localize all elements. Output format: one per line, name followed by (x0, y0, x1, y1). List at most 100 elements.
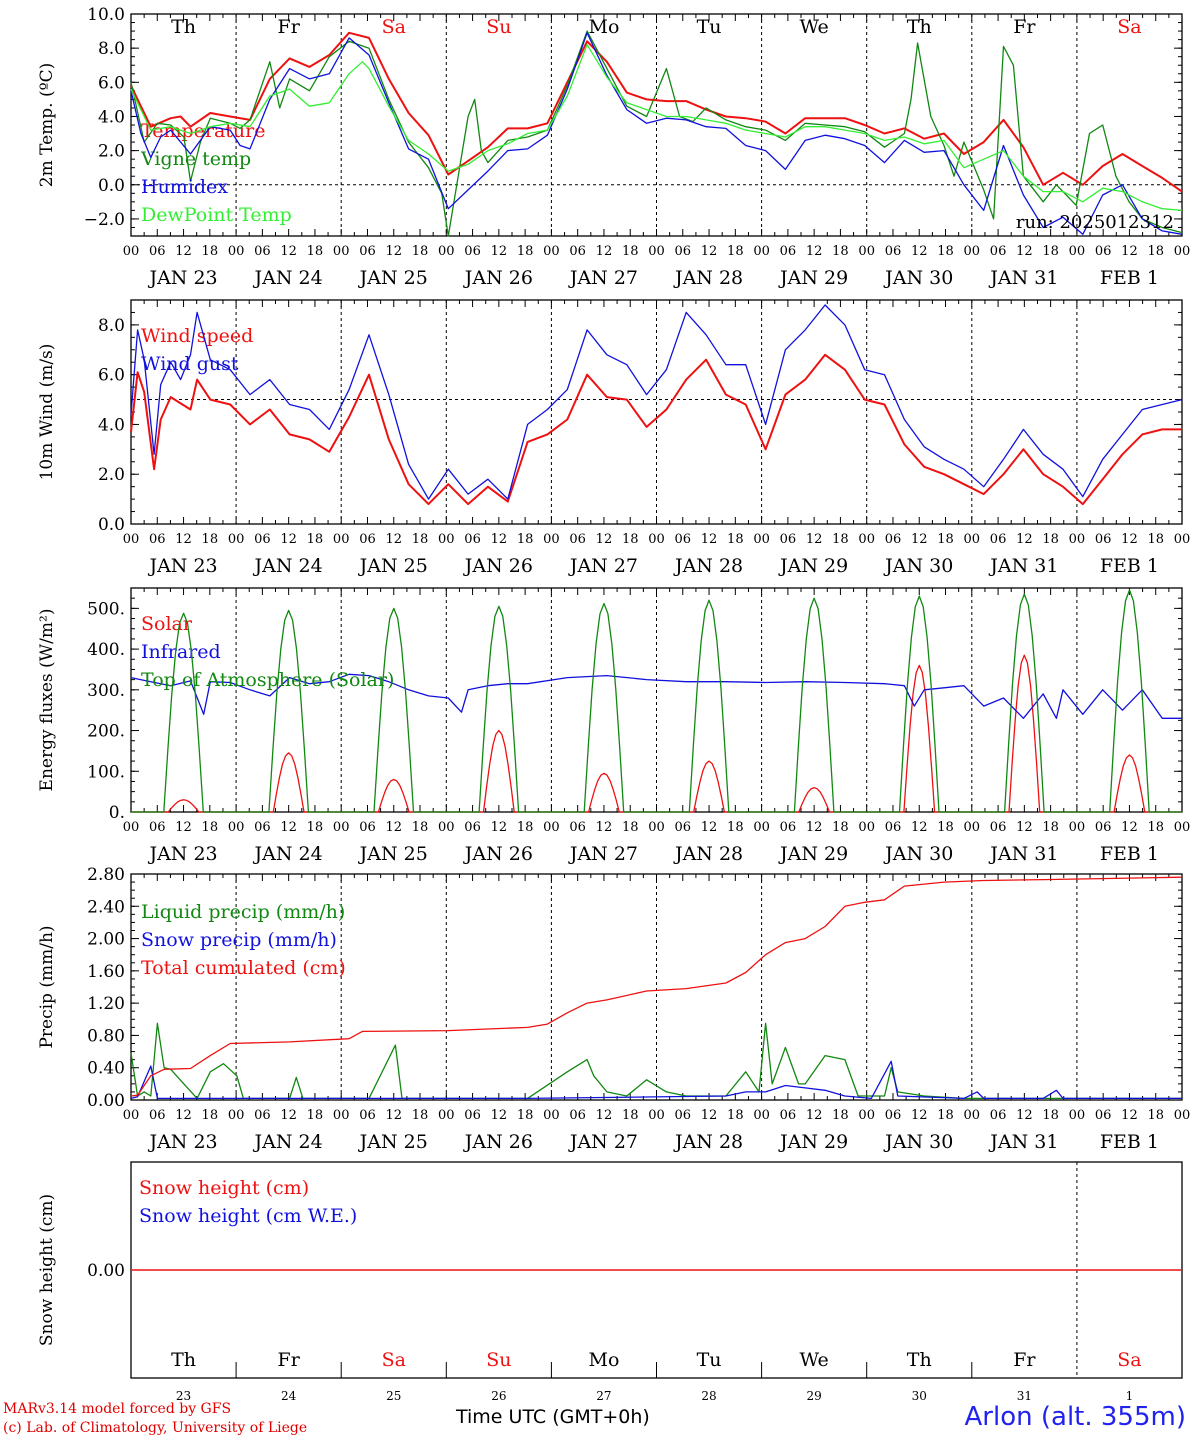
hour-label: 18 (1147, 532, 1164, 547)
snow-panel-day-number: 25 (386, 1389, 401, 1403)
hour-label: 12 (1121, 820, 1138, 835)
hour-label: 00 (964, 532, 981, 547)
date-label: FEB 1 (1100, 1131, 1159, 1153)
date-label: JAN 23 (147, 843, 217, 865)
hour-label: 12 (806, 820, 823, 835)
hour-label: 12 (1016, 532, 1033, 547)
hour-label: 12 (911, 244, 928, 259)
hour-label: 12 (596, 532, 613, 547)
hour-label: 06 (569, 820, 586, 835)
liquid-precip-mm-h-line (130, 1022, 1182, 1100)
hour-label: 00 (753, 244, 770, 259)
hour-label: 06 (885, 820, 902, 835)
hour-label: 06 (675, 820, 692, 835)
legend-entry: Snow height (cm) (139, 1177, 309, 1199)
hour-label: 00 (1069, 244, 1086, 259)
hour-label: 18 (937, 820, 954, 835)
hour-label: 12 (701, 1108, 718, 1123)
hour-label: 00 (1174, 1108, 1191, 1123)
hour-label: 12 (1121, 1108, 1138, 1123)
hour-label: 18 (832, 244, 849, 259)
date-label: JAN 29 (778, 843, 848, 865)
hour-label: 12 (1121, 532, 1138, 547)
snow-panel-day-label: Fr (1013, 1349, 1036, 1371)
hour-label: 00 (123, 1108, 140, 1123)
hour-label: 18 (622, 532, 639, 547)
hour-label: 06 (464, 532, 481, 547)
snow-panel-day-label: Th (171, 1349, 196, 1371)
y-axis-title: Snow height (cm) (37, 1194, 57, 1346)
date-label: JAN 27 (568, 555, 638, 577)
date-label: JAN 27 (568, 1131, 638, 1153)
hour-label: 18 (1042, 1108, 1059, 1123)
hour-label: 12 (701, 532, 718, 547)
y-tick-label: 200. (87, 722, 125, 742)
snow-panel-day-number: 31 (1017, 1389, 1032, 1403)
vigne-temp-line (130, 30, 1183, 237)
hour-label: 00 (1069, 820, 1086, 835)
hour-label: 18 (412, 532, 429, 547)
hour-label: 06 (675, 1108, 692, 1123)
hour-label: 12 (911, 532, 928, 547)
day-of-week-label: Tu (697, 16, 722, 38)
y-tick-label: 2.80 (87, 865, 125, 885)
hour-label: 12 (280, 820, 297, 835)
hour-label: 18 (727, 1108, 744, 1123)
hour-label: 06 (780, 1108, 797, 1123)
hour-label: 06 (1095, 244, 1112, 259)
y-tick-label: 0.00 (87, 1091, 125, 1111)
hour-label: 06 (464, 244, 481, 259)
snow-panel-day-label: Sa (1117, 1349, 1141, 1371)
hour-label: 00 (228, 244, 245, 259)
y-axis-title: Precip (mm/h) (37, 925, 57, 1048)
hour-label: 18 (1147, 1108, 1164, 1123)
hour-label: 12 (175, 244, 192, 259)
date-label: JAN 26 (463, 1131, 533, 1153)
hour-label: 12 (385, 820, 402, 835)
date-label: JAN 30 (883, 555, 953, 577)
hour-label: 00 (648, 532, 665, 547)
hour-label: 12 (280, 532, 297, 547)
hour-label: 06 (569, 1108, 586, 1123)
hour-label: 12 (806, 1108, 823, 1123)
hour-label: 18 (832, 820, 849, 835)
hour-label: 06 (675, 532, 692, 547)
panel-frame (130, 299, 1183, 525)
hour-label: 18 (202, 244, 219, 259)
hour-label: 00 (333, 820, 350, 835)
day-of-week-label: Th (171, 16, 196, 38)
date-label: FEB 1 (1100, 555, 1159, 577)
hour-label: 06 (1095, 1108, 1112, 1123)
date-label: JAN 26 (463, 267, 533, 289)
hour-label: 12 (911, 1108, 928, 1123)
hour-label: 12 (806, 244, 823, 259)
date-label: JAN 25 (358, 555, 428, 577)
y-tick-label: 1.60 (87, 962, 125, 982)
date-label: JAN 24 (253, 843, 323, 865)
hour-label: 18 (622, 1108, 639, 1123)
hour-label: 06 (254, 1108, 271, 1123)
snow-panel-day-number: 23 (176, 1389, 191, 1403)
date-label: JAN 29 (778, 1131, 848, 1153)
date-label: JAN 24 (253, 267, 323, 289)
snow-panel-day-label: Fr (278, 1349, 301, 1371)
y-tick-label: 2.0 (98, 142, 125, 162)
y-tick-label: 0.40 (87, 1059, 125, 1079)
hour-label: 00 (333, 532, 350, 547)
hour-label: 00 (648, 820, 665, 835)
hour-label: 00 (543, 532, 560, 547)
hour-label: 06 (464, 1108, 481, 1123)
hour-label: 12 (175, 532, 192, 547)
hour-label: 12 (491, 244, 508, 259)
hour-label: 12 (701, 820, 718, 835)
legend-entry: Wind speed (141, 325, 253, 347)
hour-label: 18 (1042, 820, 1059, 835)
hour-label: 06 (1095, 820, 1112, 835)
y-tick-label: 2.00 (87, 930, 125, 950)
snow-panel-day-label: We (800, 1349, 829, 1371)
date-label: JAN 31 (988, 843, 1058, 865)
date-label: JAN 27 (568, 267, 638, 289)
panel-2: 0.0 2.0 4.0 6.0 8.0 10m Wind (m/s) Wind speed W… (37, 299, 1190, 577)
hour-label: 18 (517, 244, 534, 259)
hour-label: 00 (543, 1108, 560, 1123)
